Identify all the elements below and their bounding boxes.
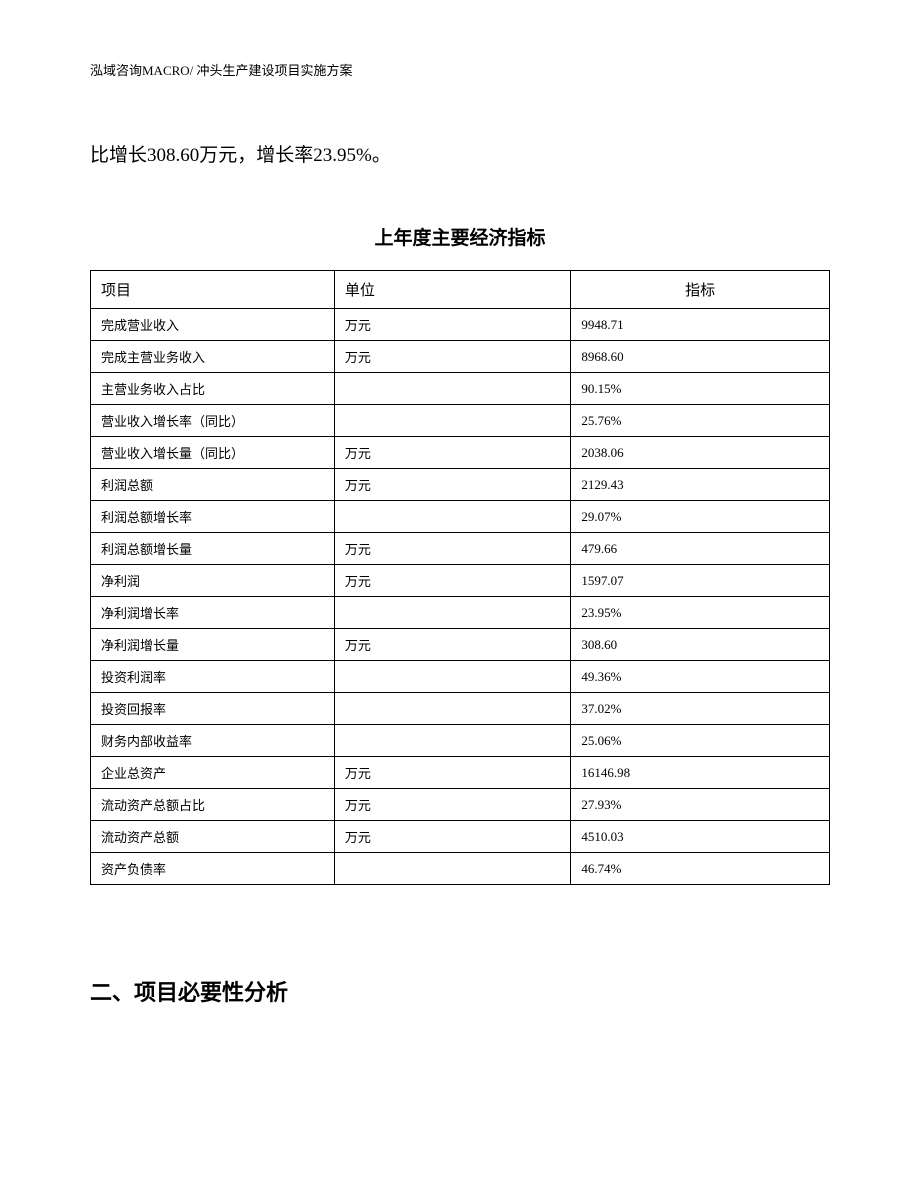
cell-unit: 万元 [334,309,570,341]
cell-project: 净利润增长率 [91,597,335,629]
cell-value: 9948.71 [571,309,830,341]
cell-unit: 万元 [334,341,570,373]
table-row: 投资回报率 37.02% [91,693,830,725]
table-row: 利润总额增长量万元479.66 [91,533,830,565]
cell-project: 投资利润率 [91,661,335,693]
cell-project: 主营业务收入占比 [91,373,335,405]
cell-unit [334,693,570,725]
cell-unit [334,501,570,533]
cell-unit: 万元 [334,533,570,565]
cell-value: 37.02% [571,693,830,725]
cell-value: 16146.98 [571,757,830,789]
cell-project: 完成营业收入 [91,309,335,341]
column-header-project: 项目 [91,271,335,309]
economic-indicators-table: 项目 单位 指标 完成营业收入万元9948.71完成主营业务收入万元8968.6… [90,270,830,885]
cell-unit: 万元 [334,437,570,469]
cell-unit [334,405,570,437]
cell-project: 利润总额增长量 [91,533,335,565]
cell-value: 8968.60 [571,341,830,373]
table-row: 利润总额万元2129.43 [91,469,830,501]
cell-value: 2129.43 [571,469,830,501]
table-row: 利润总额增长率 29.07% [91,501,830,533]
cell-project: 资产负债率 [91,853,335,885]
table-title: 上年度主要经济指标 [90,223,830,250]
section-heading: 二、项目必要性分析 [90,975,830,1007]
table-row: 营业收入增长率（同比） 25.76% [91,405,830,437]
cell-value: 23.95% [571,597,830,629]
cell-value: 2038.06 [571,437,830,469]
table-row: 流动资产总额万元4510.03 [91,821,830,853]
table-row: 资产负债率 46.74% [91,853,830,885]
cell-value: 29.07% [571,501,830,533]
cell-unit [334,373,570,405]
table-row: 投资利润率 49.36% [91,661,830,693]
table-header-row: 项目 单位 指标 [91,271,830,309]
cell-unit: 万元 [334,629,570,661]
table-row: 主营业务收入占比 90.15% [91,373,830,405]
page-container: 泓域咨询MACRO/ 冲头生产建设项目实施方案 比增长308.60万元，增长率2… [0,0,920,1067]
cell-project: 企业总资产 [91,757,335,789]
table-row: 企业总资产万元16146.98 [91,757,830,789]
cell-project: 营业收入增长率（同比） [91,405,335,437]
cell-project: 流动资产总额 [91,821,335,853]
cell-project: 财务内部收益率 [91,725,335,757]
cell-unit: 万元 [334,821,570,853]
cell-project: 投资回报率 [91,693,335,725]
cell-value: 1597.07 [571,565,830,597]
cell-value: 308.60 [571,629,830,661]
table-row: 完成主营业务收入万元8968.60 [91,341,830,373]
cell-project: 净利润增长量 [91,629,335,661]
document-header: 泓域咨询MACRO/ 冲头生产建设项目实施方案 [90,60,830,79]
cell-unit [334,597,570,629]
cell-project: 流动资产总额占比 [91,789,335,821]
cell-value: 90.15% [571,373,830,405]
cell-unit: 万元 [334,469,570,501]
cell-project: 利润总额 [91,469,335,501]
table-row: 净利润增长量万元308.60 [91,629,830,661]
column-header-unit: 单位 [334,271,570,309]
cell-unit [334,725,570,757]
cell-project: 营业收入增长量（同比） [91,437,335,469]
cell-value: 49.36% [571,661,830,693]
cell-project: 利润总额增长率 [91,501,335,533]
table-row: 完成营业收入万元9948.71 [91,309,830,341]
table-row: 营业收入增长量（同比）万元2038.06 [91,437,830,469]
table-row: 净利润万元1597.07 [91,565,830,597]
body-paragraph: 比增长308.60万元，增长率23.95%。 [90,139,830,173]
cell-unit: 万元 [334,789,570,821]
cell-unit: 万元 [334,757,570,789]
column-header-value: 指标 [571,271,830,309]
cell-project: 完成主营业务收入 [91,341,335,373]
table-row: 财务内部收益率 25.06% [91,725,830,757]
cell-value: 27.93% [571,789,830,821]
table-body: 完成营业收入万元9948.71完成主营业务收入万元8968.60主营业务收入占比… [91,309,830,885]
cell-unit [334,853,570,885]
cell-value: 46.74% [571,853,830,885]
cell-value: 479.66 [571,533,830,565]
cell-value: 25.06% [571,725,830,757]
cell-project: 净利润 [91,565,335,597]
cell-unit [334,661,570,693]
table-row: 净利润增长率 23.95% [91,597,830,629]
cell-value: 25.76% [571,405,830,437]
cell-unit: 万元 [334,565,570,597]
table-row: 流动资产总额占比万元27.93% [91,789,830,821]
cell-value: 4510.03 [571,821,830,853]
